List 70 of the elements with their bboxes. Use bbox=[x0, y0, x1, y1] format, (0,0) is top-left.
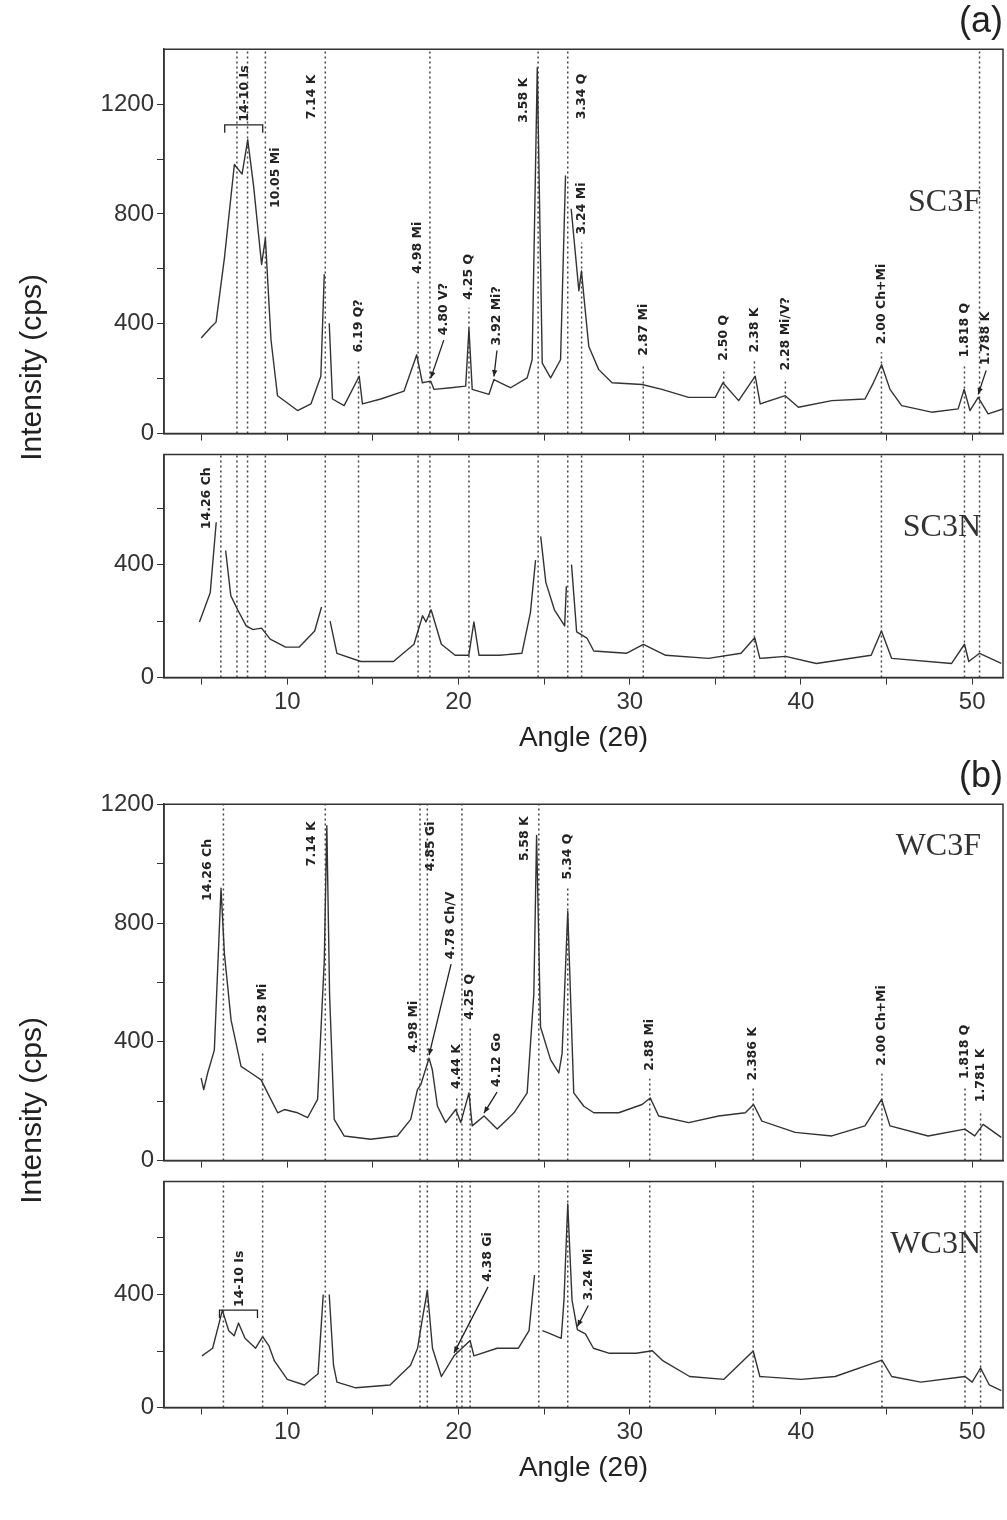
annotation: 1.818 Q bbox=[955, 302, 971, 358]
annotation: 4.38 Gi bbox=[479, 1232, 495, 1282]
y-tick-label: 0 bbox=[140, 418, 154, 446]
y-tick-label: 0 bbox=[140, 1145, 154, 1173]
annotation: 2.87 Mi bbox=[634, 303, 650, 356]
x-tick-label: 10 bbox=[273, 1416, 301, 1444]
y-tick-label: 1200 bbox=[100, 88, 154, 116]
annotation: 5.34 Q bbox=[559, 833, 574, 880]
annotation: 4.25 Q bbox=[460, 253, 476, 300]
annotation: 2.386 K bbox=[744, 1025, 760, 1081]
annotation: 4.78 Ch/V bbox=[442, 891, 458, 960]
annotation: 3.92 Mi? bbox=[488, 286, 504, 346]
y-tick-label: 400 bbox=[113, 1279, 154, 1307]
annotation: 4.98 Mi bbox=[409, 221, 425, 274]
annotation: 3.24 Mi bbox=[572, 182, 588, 235]
text: SC3F bbox=[908, 182, 981, 219]
x-tick-label: 30 bbox=[616, 1416, 644, 1444]
annotation: 10.28 Mi bbox=[253, 983, 269, 1045]
annotation: 7.14 K bbox=[302, 73, 318, 120]
chart-title: (b) bbox=[959, 753, 1003, 795]
x-tick-label: 40 bbox=[787, 1416, 815, 1444]
annotation: 2.00 Ch+Mi bbox=[873, 985, 889, 1066]
annotation: 2.88 Mi bbox=[641, 1018, 657, 1071]
x-axis-title: Angle (2θ) bbox=[518, 1450, 649, 1482]
y-tick-label: 0 bbox=[140, 662, 154, 690]
annotation: 4.85 Gi bbox=[421, 821, 437, 872]
x-tick-label: 50 bbox=[958, 1416, 986, 1444]
x-tick-label: 40 bbox=[787, 686, 815, 714]
y-tick-label: 1200 bbox=[100, 788, 154, 816]
chart-title: (a) bbox=[959, 0, 1003, 40]
y-tick-label: 400 bbox=[113, 549, 154, 577]
text: SC3N bbox=[902, 507, 981, 544]
annotation: 1.788 K bbox=[977, 310, 993, 366]
annotation: 14.26 Ch bbox=[198, 838, 214, 901]
y-tick-label: 400 bbox=[113, 308, 154, 336]
annotation: 4.25 Q bbox=[461, 973, 477, 1020]
annotation: 5.58 K bbox=[516, 814, 532, 862]
x-tick-label: 20 bbox=[445, 686, 472, 714]
annotation: 4.44 K bbox=[448, 1042, 464, 1089]
y-tick-label: 400 bbox=[113, 1026, 154, 1054]
annotation: 4.80 V? bbox=[435, 283, 451, 336]
annotation: 1.818 Q bbox=[956, 1024, 972, 1080]
annotation: 3.24 Mi bbox=[579, 1248, 595, 1301]
y-tick-label: 800 bbox=[113, 907, 154, 935]
text: WC3N bbox=[890, 1224, 981, 1261]
y-tick-label: 800 bbox=[113, 198, 154, 226]
annotation: 2.50 Q bbox=[714, 314, 730, 361]
annotation: 6.19 Q? bbox=[349, 299, 365, 353]
x-tick-label: 20 bbox=[445, 1416, 472, 1444]
annotation: 10.05 Mi bbox=[266, 147, 282, 209]
annotation: 2.38 K bbox=[745, 306, 761, 353]
y-axis-title: Intensity (cps) bbox=[14, 274, 48, 461]
annotation: 3.58 K bbox=[515, 76, 531, 123]
annotation: 2.00 Ch+Mi bbox=[872, 263, 888, 345]
annotation: 3.34 Q bbox=[573, 73, 588, 120]
x-tick-label: 30 bbox=[616, 686, 644, 714]
x-tick-label: 50 bbox=[958, 686, 986, 714]
annotation: 2.28 Mi/V? bbox=[776, 297, 792, 371]
annotation: 14-10 Is bbox=[230, 1250, 246, 1308]
text: WC3F bbox=[895, 826, 981, 863]
x-tick-label: 10 bbox=[273, 686, 301, 714]
annotation: 1.781 K bbox=[971, 1047, 987, 1103]
y-tick-label: 0 bbox=[140, 1392, 154, 1420]
annotation: 14-10 Is bbox=[235, 65, 251, 122]
annotation: 4.98 Mi bbox=[405, 1000, 421, 1053]
annotation: 7.14 K bbox=[302, 819, 318, 867]
annotation: 14.26 Ch bbox=[198, 467, 214, 530]
x-axis-title: Angle (2θ) bbox=[518, 720, 649, 752]
annotation: 4.12 Go bbox=[488, 1032, 504, 1088]
y-axis-title: Intensity (cps) bbox=[14, 1016, 48, 1204]
